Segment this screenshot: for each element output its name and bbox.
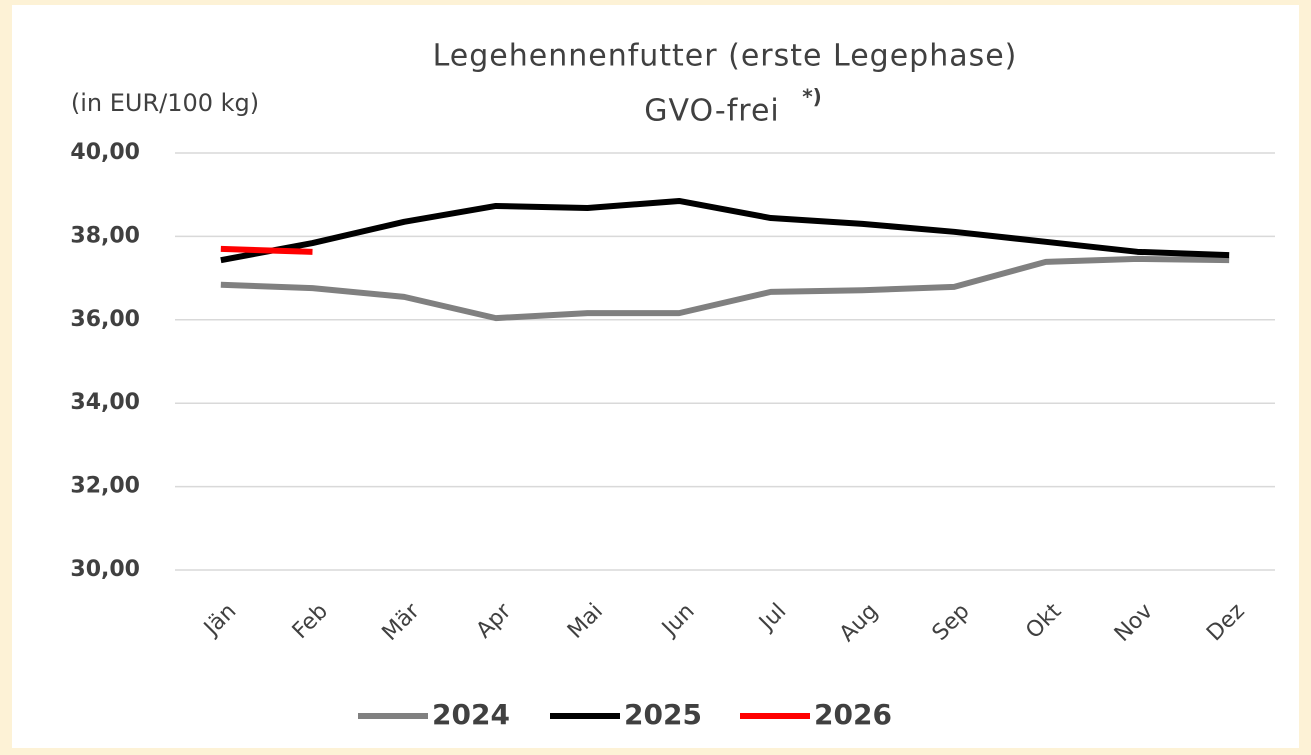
series-line	[220, 197, 1230, 264]
chart-subtitle: GVO-frei	[644, 94, 780, 129]
y-tick-label: 40,00	[70, 140, 140, 165]
series-line	[220, 245, 313, 255]
y-tick-label: 38,00	[70, 223, 140, 248]
chart-area	[12, 5, 1299, 748]
y-tick-label: 30,00	[70, 557, 140, 582]
series-line	[220, 255, 1230, 322]
legend-label: 2025	[624, 698, 702, 731]
subtitle-note: *)	[802, 85, 822, 109]
y-tick-label: 34,00	[70, 390, 140, 415]
chart-title: Legehennenfutter (erste Legephase)	[433, 39, 1018, 74]
legend-label: 2024	[432, 698, 510, 731]
y-tick-label: 36,00	[70, 307, 140, 332]
y-axis-label: (in EUR/100 kg)	[71, 89, 259, 117]
legend-label: 2026	[814, 698, 892, 731]
y-tick-label: 32,00	[70, 474, 140, 499]
